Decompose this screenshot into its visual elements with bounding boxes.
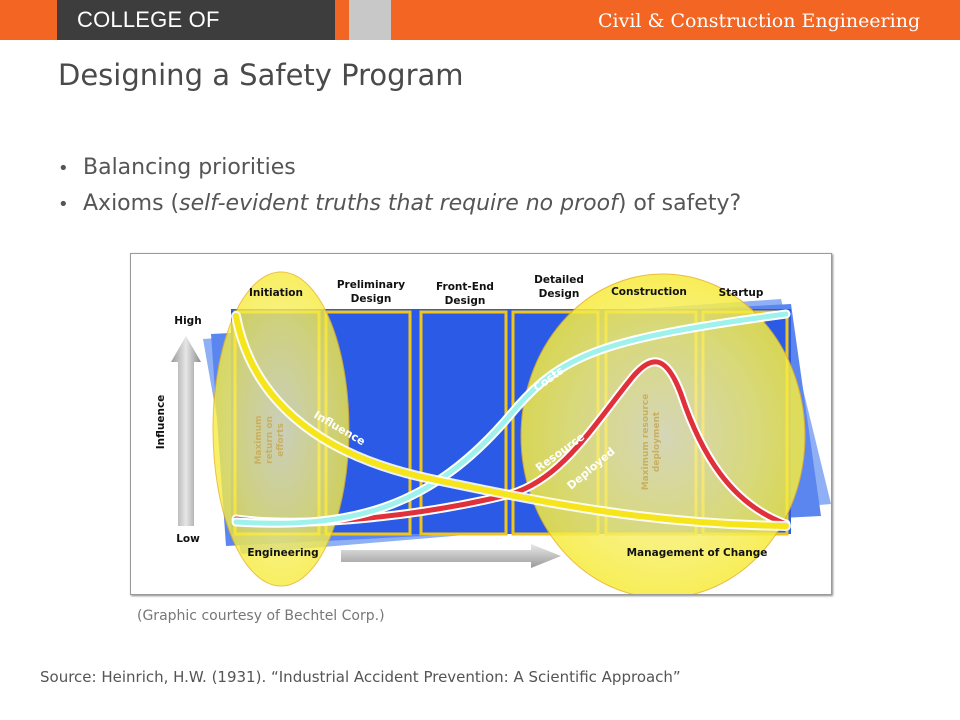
slide-title: Designing a Safety Program [58,58,464,92]
curves [231,309,791,531]
max-return-line: efforts [276,423,286,457]
phase-label: Detailed [534,274,584,286]
header-spacer-block [349,0,391,40]
bullet-text: Axioms ( [83,191,180,216]
header-bar: COLLEGE OF ENGINEERING Civil & Construct… [0,0,960,72]
phase-label: Initiation [249,287,303,299]
influence-curve [233,313,789,529]
bullet-item: • Axioms (self-evident truths that requir… [58,188,741,224]
management-of-change-label: Management of Change [627,547,768,559]
max-return-note: Maximum return on efforts [254,415,286,464]
costs-curve [233,311,789,526]
influence-axis-arrow [171,336,201,526]
timeline-arrow [341,544,561,568]
axis-low-label: Low [176,533,200,545]
max-resource-line: Maximum resource [641,394,651,491]
late-phase-ellipse [520,273,806,599]
college-name: COLLEGE OF ENGINEERING [57,0,335,72]
resource-deployed-curve [233,359,789,527]
max-return-line: return on [265,416,275,464]
phase-label: Design [539,288,580,300]
department-name: Civil & Construction Engineering [598,10,921,32]
phase-label: Front-End [436,281,494,293]
max-resource-line: deployment [652,411,662,472]
max-return-line: Maximum [254,415,264,464]
figure-caption: (Graphic courtesy of Bechtel Corp.) [137,608,385,624]
bullet-text: Balancing priorities [83,155,296,180]
bullet-list: • Balancing priorities • Axioms (self-evid… [58,152,741,224]
max-resource-note: Maximum resource deployment [641,394,662,491]
bullet-icon: • [58,194,69,215]
phase-label: Startup [719,287,764,299]
bullet-italic-text: self-evident truths that require no proo… [179,191,618,216]
engineering-label: Engineering [247,547,318,559]
bullet-item: • Balancing priorities [58,152,741,188]
phase-label: Construction [611,286,687,298]
phase-labels: Initiation Preliminary Design Front-End … [249,274,764,307]
axis-title: Influence [155,395,167,450]
influence-diagram: Initiation Preliminary Design Front-End … [130,253,832,599]
bullet-icon: • [58,158,69,179]
axis-high-label: High [174,315,201,327]
bullet-text: ) of safety? [617,191,742,216]
source-citation: Source: Heinrich, H.W. (1931). “Industri… [40,668,681,686]
phase-label: Design [445,295,486,307]
phase-label: Design [351,293,392,305]
phase-label: Preliminary [337,279,405,291]
influence-diagram-svg: Initiation Preliminary Design Front-End … [155,271,831,599]
